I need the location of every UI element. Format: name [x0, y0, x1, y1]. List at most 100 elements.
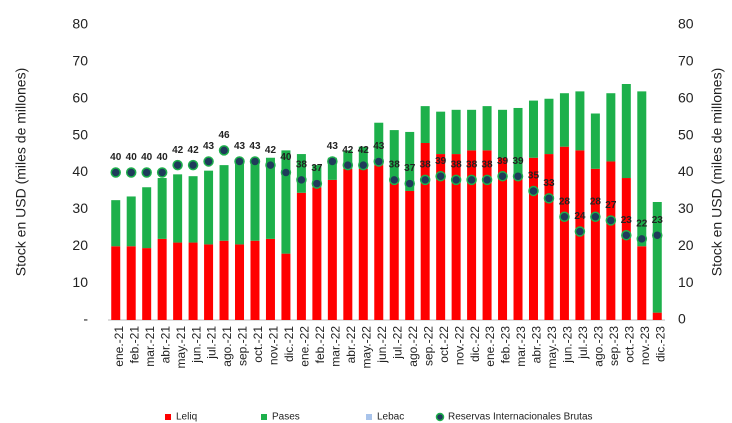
bar-segment: [343, 168, 353, 320]
value-label: 38: [482, 160, 494, 171]
value-label: 28: [590, 196, 602, 207]
value-label: 40: [280, 152, 292, 163]
reserve-dot: [528, 185, 539, 197]
value-label: 28: [559, 196, 571, 207]
reserve-dot: [265, 159, 276, 171]
y2-tick-label: 40: [678, 163, 694, 179]
bar-segment: [250, 240, 260, 320]
bar-segment: [467, 109, 477, 151]
x-tick-label: sep.-21: [236, 326, 250, 366]
reserve-dot: [234, 156, 245, 167]
bar-segment: [374, 122, 384, 166]
reserve-dot: [419, 174, 431, 186]
value-label: 38: [389, 160, 401, 171]
bar-segment: [173, 174, 183, 243]
x-tick-label: oct.-23: [622, 326, 636, 363]
y-tick-label: 20: [72, 237, 88, 253]
reserve-dot: [218, 145, 230, 156]
bar-segment: [281, 150, 291, 254]
bar-segment: [498, 157, 508, 320]
bar-segment: [621, 84, 631, 179]
bar-segment: [652, 312, 662, 320]
bar-segment: [374, 165, 384, 320]
reserve-dot: [358, 159, 369, 171]
bar-segment: [652, 202, 662, 313]
y-tick-label: 70: [72, 53, 88, 69]
reserve-dot: [543, 193, 555, 204]
bar-segment: [188, 176, 198, 243]
bar-segment: [482, 106, 492, 151]
bar-segment: [513, 107, 523, 177]
bar-segment: [219, 165, 229, 241]
bar-segment: [157, 238, 167, 320]
value-label: 23: [652, 215, 664, 226]
bar-segment: [312, 187, 322, 320]
x-tick-label: jun.-21: [189, 326, 203, 364]
value-label: 38: [296, 160, 308, 171]
reserve-dot: [373, 156, 385, 167]
x-tick-label: jul.-21: [205, 326, 219, 360]
value-label: 46: [218, 130, 230, 141]
reserve-dot: [342, 159, 354, 171]
reserve-dot: [559, 211, 570, 222]
bar-segment: [327, 179, 337, 320]
value-label: 27: [605, 200, 617, 211]
y-tick-label: 50: [72, 126, 88, 142]
bar-segment: [559, 93, 569, 147]
y2-tick-label: 50: [678, 126, 694, 142]
bar-segment: [126, 196, 136, 247]
bar-segment: [219, 240, 229, 320]
legend-label: Leliq: [176, 412, 197, 423]
value-label: 40: [110, 152, 122, 163]
reserve-dot: [280, 167, 292, 178]
x-tick-label: nov.-22: [452, 326, 466, 365]
reserve-dot: [652, 229, 663, 241]
y2-tick-label: 80: [678, 16, 694, 32]
y-tick-label: -: [83, 311, 88, 327]
x-tick-label: oct.-21: [251, 326, 265, 363]
value-label: 22: [636, 219, 648, 230]
reserve-dot: [636, 233, 648, 245]
y-tick-label: 60: [72, 89, 88, 105]
reserve-dot: [590, 211, 601, 222]
y-tick-label: 40: [72, 163, 88, 179]
x-tick-label: mar.-23: [514, 326, 528, 367]
reserve-dot: [512, 170, 524, 182]
x-tick-label: nov.-21: [267, 326, 281, 365]
legend-label: Lebac: [377, 412, 404, 423]
bar-segment: [296, 192, 306, 320]
x-tick-label: ago.-22: [406, 326, 420, 367]
bar-segment: [265, 157, 275, 239]
reserve-dot: [141, 167, 152, 178]
value-label: 42: [172, 145, 184, 156]
bar-segment: [590, 168, 600, 320]
reserve-dot: [450, 174, 462, 186]
reserve-dot: [110, 167, 121, 178]
x-tick-label: feb.-23: [499, 326, 513, 364]
value-label: 43: [203, 141, 215, 152]
reserve-dot: [621, 229, 632, 241]
y2-tick-label: 0: [678, 311, 686, 327]
x-tick-label: may.-21: [174, 326, 188, 369]
bar-segment: [204, 170, 214, 245]
value-label: 38: [420, 160, 432, 171]
bar-segment: [544, 154, 554, 320]
value-label: 40: [126, 152, 138, 163]
y-tick-label: 10: [72, 274, 88, 290]
bar-segment: [111, 200, 121, 247]
y-tick-label: 30: [72, 200, 88, 216]
value-label: 37: [404, 163, 416, 174]
bar-segment: [405, 131, 415, 191]
bar-segment: [188, 242, 198, 320]
value-label: 33: [543, 178, 555, 189]
bar-segment: [467, 150, 477, 320]
x-tick-label: ene.-22: [298, 326, 312, 367]
bar-segment: [157, 178, 167, 239]
reserve-dot: [327, 156, 338, 167]
bar-segment: [637, 246, 647, 320]
bar-segment: [590, 113, 600, 169]
reserve-dot: [435, 170, 446, 182]
value-label: 42: [265, 145, 277, 156]
x-tick-label: nov.-23: [638, 326, 652, 365]
value-label: 43: [373, 141, 385, 152]
